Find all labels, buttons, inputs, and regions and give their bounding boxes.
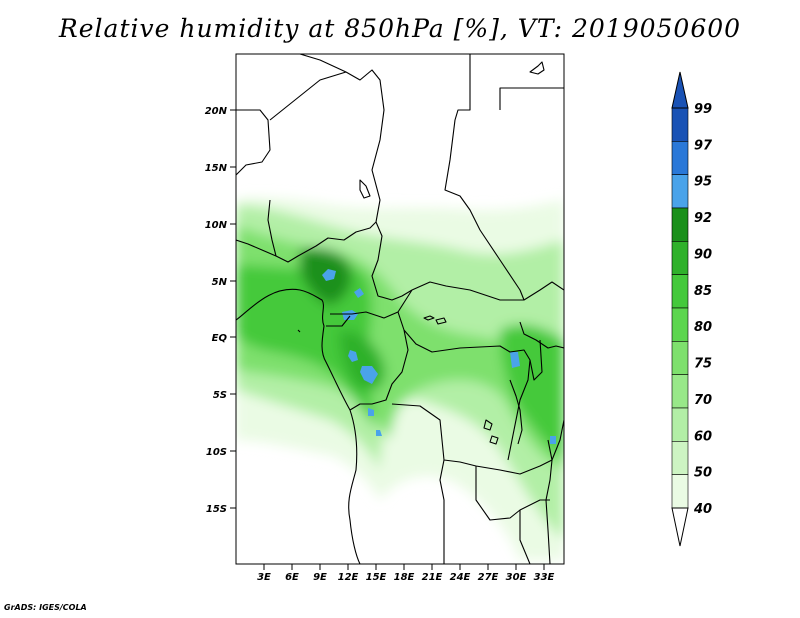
lon-label-15e: 15E: [366, 572, 387, 583]
lat-label-20n: 20N: [205, 106, 228, 117]
colorbar-segment: [671, 107, 689, 142]
lat-label-15s: 15S: [206, 504, 227, 515]
colorbar-label: 40: [693, 502, 712, 517]
humidity-shade-85: [236, 264, 375, 430]
colorbar-segment: [671, 474, 689, 509]
colorbar: 40 50 60 70 75 80 85 90 92 95 97 99: [671, 71, 713, 547]
colorbar-label: 99: [694, 102, 712, 117]
colorbar-segment: [671, 174, 689, 209]
colorbar-label: 60: [694, 429, 712, 444]
lat-label-10n: 10N: [205, 220, 228, 231]
colorbar-segment: [671, 241, 689, 275]
colorbar-label: 92: [694, 211, 712, 226]
colorbar-segment: [671, 141, 689, 175]
map-title: Relative humidity at 850hPa [%], VT: 201…: [58, 14, 742, 43]
colorbar-label: 70: [694, 393, 712, 408]
colorbar-label: 97: [694, 138, 713, 153]
colorbar-segment: [671, 307, 689, 342]
colorbar-label: 75: [694, 357, 712, 372]
humidity-field: [236, 54, 564, 564]
colorbar-label: 85: [694, 284, 712, 299]
lat-label-5s: 5S: [213, 390, 227, 401]
colorbar-segment: [671, 407, 689, 442]
colorbar-segment: [671, 341, 689, 375]
colorbar-label: 50: [694, 466, 712, 481]
lon-label-24e: 24E: [450, 572, 471, 583]
colorbar-segment: [671, 441, 689, 475]
lat-label-15n: 15N: [205, 163, 228, 174]
longitude-axis: 3E 6E 9E 12E 15E 18E 21E 24E 27E 30E 33E: [257, 564, 555, 583]
lon-label-18e: 18E: [394, 572, 415, 583]
grads-credit: GrADS: IGES/COLA: [4, 603, 87, 612]
lon-label-12e: 12E: [338, 572, 359, 583]
colorbar-label: 80: [694, 320, 712, 335]
colorbar-top-triangle: [671, 71, 689, 109]
latitude-axis: 20N 15N 10N 5N EQ 5S 10S 15S: [205, 106, 236, 515]
lat-label-eq: EQ: [212, 333, 228, 344]
lon-label-6e: 6E: [285, 572, 299, 583]
map-frame: [235, 53, 565, 565]
lon-label-3e: 3E: [257, 572, 271, 583]
colorbar-segment: [671, 374, 689, 409]
colorbar-bottom-triangle: [671, 507, 689, 547]
humidity-shade-95-patches: [322, 269, 556, 444]
lat-label-5n: 5N: [212, 277, 228, 288]
country-borders: [236, 54, 564, 564]
colorbar-label: 90: [694, 247, 712, 262]
lon-label-9e: 9E: [313, 572, 327, 583]
colorbar-segment: [671, 207, 689, 242]
colorbar-label: 95: [694, 175, 712, 190]
lon-label-30e: 30E: [506, 572, 527, 583]
lon-label-21e: 21E: [422, 572, 443, 583]
lon-label-27e: 27E: [478, 572, 499, 583]
lat-label-10s: 10S: [206, 447, 227, 458]
colorbar-segment: [671, 274, 689, 309]
lon-label-33e: 33E: [534, 572, 555, 583]
